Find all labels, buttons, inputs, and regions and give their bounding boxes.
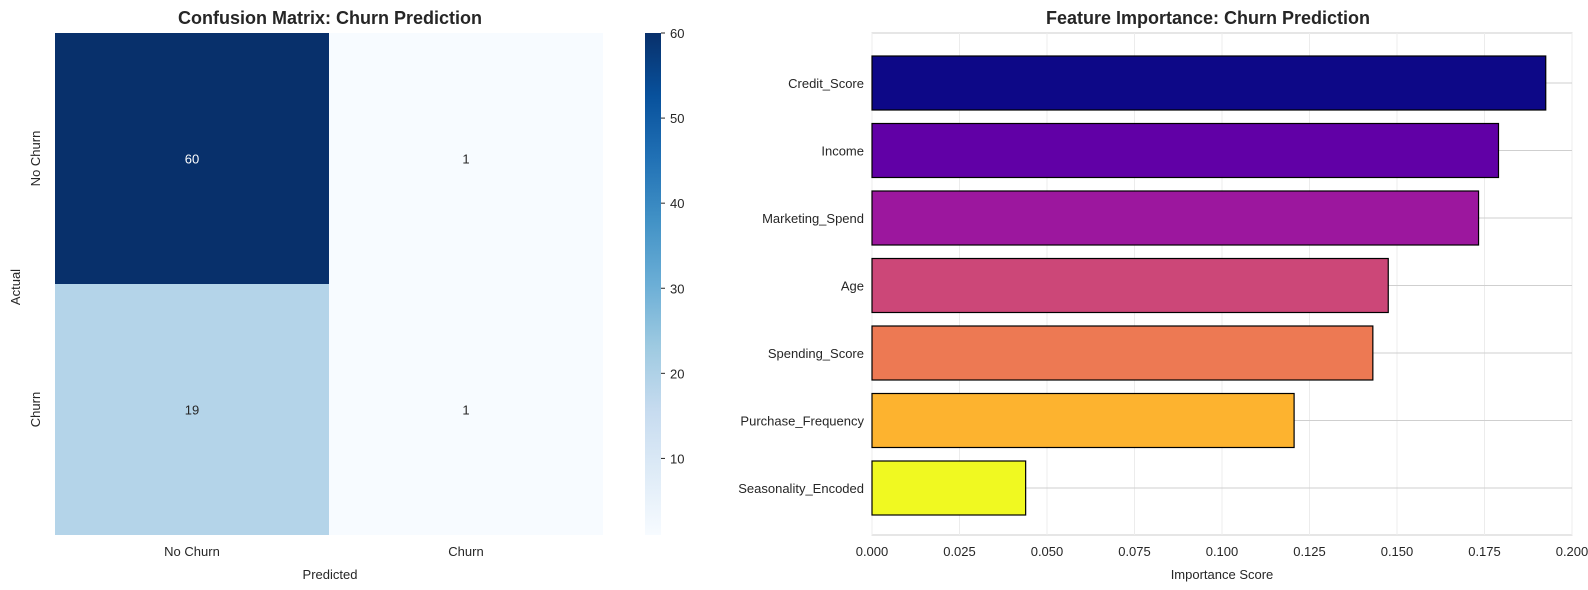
bar bbox=[871, 460, 1027, 516]
bar bbox=[871, 257, 1389, 314]
colorbar-tick-label: 40 bbox=[670, 196, 684, 211]
colorbar bbox=[645, 33, 661, 535]
heatmap-cell-value: 60 bbox=[185, 152, 199, 167]
bar-x-tick: 0.100 bbox=[1206, 544, 1239, 559]
bar-y-tick-labels: Credit_Score Income Marketing_Spend Age Spen… bbox=[738, 76, 864, 496]
colorbar-ticks: 10 20 30 40 50 60 bbox=[661, 26, 684, 466]
colorbar-tick-label: 60 bbox=[670, 26, 684, 41]
colorbar-tick-label: 50 bbox=[670, 111, 684, 126]
heatmap-title: Confusion Matrix: Churn Prediction bbox=[178, 8, 482, 28]
bar-x-tick: 0.150 bbox=[1381, 544, 1414, 559]
bar-y-tick: Seasonality_Encoded bbox=[738, 481, 864, 496]
heatmap-tick-labels: No Churn Churn No Churn Churn bbox=[28, 131, 484, 559]
colorbar-tick-label: 30 bbox=[670, 281, 684, 296]
bar-y-tick: Spending_Score bbox=[768, 346, 864, 361]
bar bbox=[871, 392, 1295, 449]
bar-x-tick: 0.175 bbox=[1468, 544, 1501, 559]
heatmap-cell bbox=[55, 284, 329, 535]
heatmap-x-tick: No Churn bbox=[164, 544, 220, 559]
bar-x-tick: 0.025 bbox=[943, 544, 976, 559]
feature-importance-chart: Feature Importance: Churn Prediction Cre… bbox=[738, 8, 1588, 582]
bar-y-tick: Purchase_Frequency bbox=[740, 414, 864, 429]
heatmap-cell bbox=[329, 33, 603, 284]
colorbar-tick-label: 20 bbox=[670, 366, 684, 381]
bar-y-tick: Credit_Score bbox=[788, 76, 864, 91]
heatmap-x-tick: Churn bbox=[448, 544, 483, 559]
heatmap-cell-value: 19 bbox=[185, 403, 199, 418]
bar bbox=[871, 122, 1500, 179]
heatmap-y-tick: Churn bbox=[28, 392, 43, 427]
bar-y-tick: Marketing_Spend bbox=[762, 211, 864, 226]
heatmap-cell-value: 1 bbox=[462, 152, 469, 167]
heatmap-cell-value: 1 bbox=[462, 403, 469, 418]
colorbar-tick-label: 10 bbox=[670, 451, 684, 466]
bar-x-tick: 0.200 bbox=[1556, 544, 1588, 559]
bar-y-tick: Income bbox=[821, 144, 864, 159]
bars bbox=[871, 55, 1547, 516]
heatmap-cells: 60 1 19 1 bbox=[55, 33, 603, 535]
bar-chart-title: Feature Importance: Churn Prediction bbox=[1046, 8, 1370, 28]
bar-x-tick: 0.000 bbox=[856, 544, 889, 559]
bar-x-label: Importance Score bbox=[1171, 567, 1274, 582]
bar-x-tick: 0.075 bbox=[1118, 544, 1151, 559]
confusion-matrix-chart: Confusion Matrix: Churn Prediction 60 1 19… bbox=[8, 8, 684, 582]
heatmap-cell bbox=[329, 284, 603, 535]
bar-y-tick: Age bbox=[841, 279, 864, 294]
heatmap-x-label: Predicted bbox=[303, 567, 358, 582]
bar-x-tick: 0.050 bbox=[1031, 544, 1064, 559]
bar-x-tick: 0.125 bbox=[1293, 544, 1326, 559]
bar-x-tick-labels: 0.000 0.025 0.050 0.075 0.100 0.125 0.150 0.175… bbox=[856, 544, 1588, 559]
bar bbox=[871, 325, 1374, 381]
bar bbox=[871, 190, 1480, 246]
bar bbox=[871, 55, 1547, 111]
heatmap-y-label: Actual bbox=[8, 269, 23, 305]
heatmap-y-tick: No Churn bbox=[28, 131, 43, 187]
heatmap-cell bbox=[55, 33, 329, 284]
